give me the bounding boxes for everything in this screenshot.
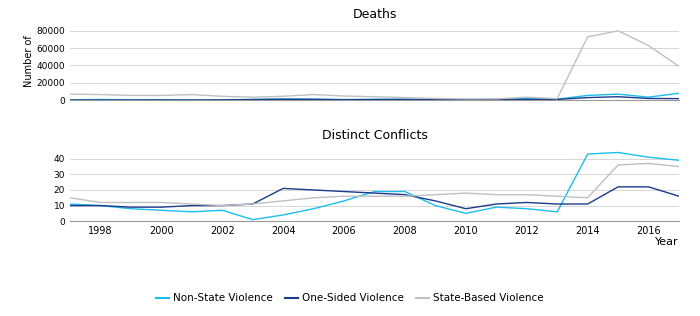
Y-axis label: Number of: Number of <box>24 35 34 87</box>
X-axis label: Year: Year <box>655 237 679 247</box>
Legend: Non-State Violence, One-Sided Violence, State-Based Violence: Non-State Violence, One-Sided Violence, … <box>152 289 548 308</box>
Title: Distinct Conflicts: Distinct Conflicts <box>321 129 428 142</box>
Title: Deaths: Deaths <box>352 8 397 21</box>
